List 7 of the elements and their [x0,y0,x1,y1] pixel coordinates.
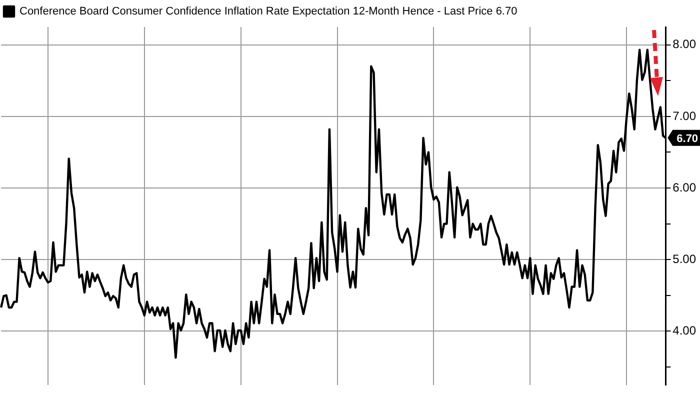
y-tick-label: 5.00 [672,252,696,266]
y-tick-label: 4.00 [672,323,696,338]
y-tick-label: 7.00 [672,108,696,123]
legend-label: Conference Board Consumer Confidence Inflation Rate Expectation 12-Month Hence - Last Price 6.70 [20,6,518,18]
data-label: 6.70 [676,132,698,145]
y-tick-label: 6.00 [672,180,696,194]
y-tick-label: 8.00 [672,37,696,52]
